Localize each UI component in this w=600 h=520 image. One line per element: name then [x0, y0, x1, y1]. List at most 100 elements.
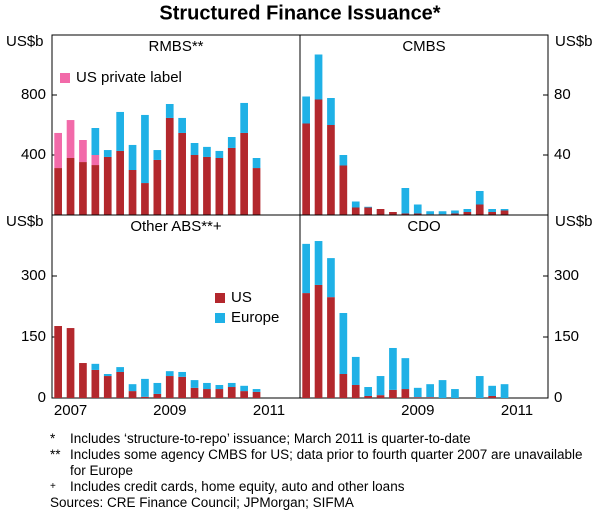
bar — [302, 293, 310, 398]
footnotes: * Includes ‘structure-to-repo’ issuance; … — [50, 431, 590, 511]
bar — [351, 384, 360, 398]
bar — [215, 158, 224, 215]
bar — [426, 211, 434, 215]
bar — [488, 385, 496, 396]
bar — [339, 155, 348, 166]
bar — [475, 376, 484, 398]
footnote-text: Includes some agency CMBS for US; data p… — [70, 447, 583, 478]
bar — [91, 369, 100, 398]
x-tick-label: 2009 — [153, 402, 186, 419]
legend-label: US — [231, 289, 252, 306]
footnote: * Includes ‘structure-to-repo’ issuance; … — [50, 431, 590, 447]
bar — [438, 211, 447, 215]
bar — [116, 367, 124, 372]
bar — [141, 114, 149, 184]
bar — [178, 117, 186, 133]
bar — [252, 168, 261, 215]
bar — [500, 209, 509, 211]
bar — [178, 376, 186, 398]
panel-title: CMBS — [402, 38, 445, 55]
bar — [376, 209, 385, 215]
bar — [302, 243, 310, 294]
footnote-marker: + — [50, 481, 56, 492]
bar — [203, 382, 211, 390]
bar — [203, 389, 211, 398]
bar — [376, 395, 385, 398]
bar — [165, 371, 174, 377]
bar — [240, 132, 248, 215]
bar — [91, 128, 100, 155]
bar — [339, 313, 348, 375]
x-tick-label: 2011 — [501, 402, 533, 419]
y-tick-label: 0 — [38, 389, 46, 406]
legend-swatch — [215, 313, 225, 323]
bar — [190, 155, 199, 215]
bar — [91, 165, 100, 215]
legend-swatch — [60, 73, 70, 83]
bar — [79, 363, 87, 398]
bar — [190, 380, 199, 388]
bar — [426, 397, 434, 398]
bar — [203, 156, 211, 215]
bar — [364, 395, 372, 398]
bar — [103, 156, 112, 215]
bar — [227, 137, 236, 148]
bar — [215, 150, 224, 158]
axis-unit: US$b — [555, 33, 593, 50]
axis-unit: US$b — [6, 33, 44, 50]
bar — [475, 191, 484, 205]
bar — [91, 155, 100, 166]
bar — [215, 389, 224, 398]
bar — [364, 206, 372, 208]
bar — [376, 376, 385, 396]
bar — [141, 396, 149, 398]
bar — [351, 207, 360, 215]
bar — [351, 201, 360, 208]
bar — [500, 384, 509, 398]
bar — [165, 117, 174, 215]
bar — [54, 326, 62, 398]
bar — [389, 389, 397, 398]
bar — [252, 391, 261, 398]
bar — [413, 387, 422, 398]
bar — [451, 389, 459, 398]
y-tick-label: 400 — [21, 146, 46, 163]
bar — [500, 210, 509, 215]
bar — [401, 213, 410, 215]
chart: Structured Finance Issuance* RMBS** US$b 4… — [6, 2, 593, 419]
y-tick-label: 0 — [554, 389, 562, 406]
bar — [364, 207, 372, 215]
bar — [227, 387, 236, 398]
bar — [153, 150, 162, 160]
sources: Sources: CRE Finance Council; JPMorgan; … — [50, 495, 354, 510]
bar — [141, 378, 149, 397]
bar — [165, 376, 174, 398]
panel-frame — [299, 214, 549, 399]
bar — [66, 328, 75, 398]
bar — [401, 188, 410, 214]
bar — [327, 125, 335, 215]
bar — [128, 384, 137, 392]
bar — [252, 389, 261, 392]
bar — [227, 382, 236, 388]
y-tick-label: 800 — [21, 86, 46, 103]
legend-label: Europe — [231, 309, 279, 326]
bar — [116, 111, 124, 151]
bar — [128, 170, 137, 215]
axis-unit: US$b — [6, 213, 44, 230]
panel-frame — [299, 34, 549, 216]
bar — [451, 213, 459, 215]
footnote-text: Includes credit cards, home equity, auto… — [70, 479, 405, 494]
bar — [79, 140, 87, 163]
bar — [389, 212, 397, 215]
bar — [339, 165, 348, 215]
bar — [314, 54, 323, 100]
bar — [438, 380, 447, 398]
bar — [190, 387, 199, 398]
bar — [475, 204, 484, 215]
bar — [54, 168, 62, 215]
bar — [153, 393, 162, 398]
y-tick-label: 300 — [21, 267, 46, 284]
bar — [116, 371, 124, 398]
bar — [178, 132, 186, 215]
